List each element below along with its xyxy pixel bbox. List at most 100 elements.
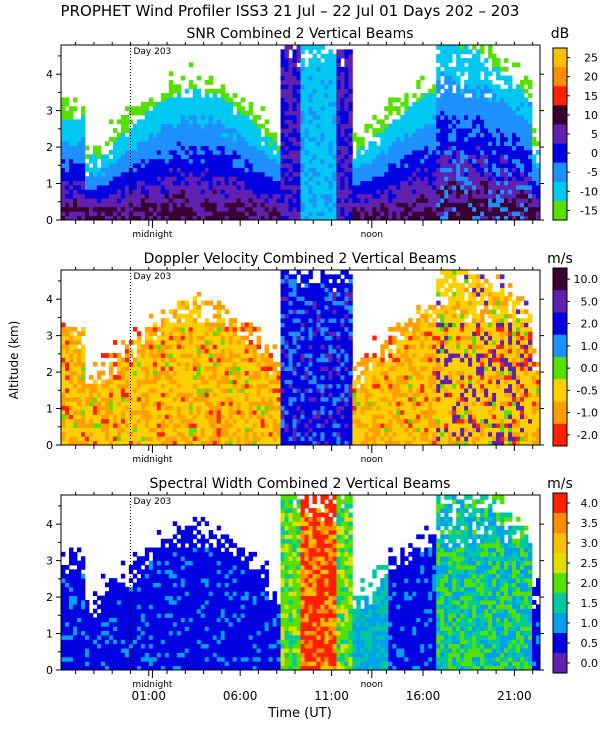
colorbar-swatch [553,513,567,534]
panel-3: Spectral Width Combined 2 Vertical Beams… [46,476,598,690]
colorbar-swatch [553,67,567,87]
day-marker-label: Day 203 [133,47,171,57]
colorbar-label: 2.0 [581,577,599,590]
colorbar-swatch [553,334,567,358]
colorbar-label: 2.5 [581,557,599,570]
midnight-label: midnight [132,230,173,240]
colorbar-label: 1.5 [581,597,599,610]
colorbar-label: -15 [580,204,598,217]
y-tick-label: 3 [46,330,53,343]
y-tick-label: 2 [46,366,53,379]
colorbar-swatch [553,86,567,106]
colorbar-swatch [553,653,567,674]
colorbar-swatch [553,633,567,654]
colorbar-label: 2.0 [581,318,599,331]
colorbar-swatch [553,379,567,402]
panel-1-unit: dB [551,26,570,42]
colorbar-label: 1.0 [581,617,599,630]
colorbar-swatch [553,105,567,125]
colorbar-label: 10 [584,109,598,122]
y-axis-label: Altitude (km) [7,321,21,400]
colorbar-label: 0.0 [581,362,599,375]
y-tick-label: 2 [46,141,53,154]
colorbar-swatch [553,613,567,634]
figure-title: PROPHET Wind Profiler ISS3 21 Jul – 22 J… [61,2,520,20]
noon-label: noon [361,230,383,240]
y-tick-label: 0 [46,439,53,452]
noon-label: noon [361,680,383,690]
panel-3-title: Spectral Width Combined 2 Vertical Beams [150,476,451,492]
panel-2: Doppler Velocity Combined 2 Vertical Bea… [46,251,598,465]
colorbar-label: 0.0 [581,657,599,670]
colorbar-swatch [553,573,567,594]
colorbar-label: 10.0 [574,273,599,286]
colorbar-swatch [553,423,567,447]
panel-3-heatmap [61,495,541,671]
y-tick-label: 1 [46,628,53,641]
panel-2-frame [60,269,541,446]
x-tick-label: 01:00 [131,689,166,703]
colorbar-label: -2.0 [577,429,598,442]
colorbar-label: 0.5 [581,637,599,650]
x-tick-label: 11:00 [314,689,349,703]
colorbar-label: 4.0 [581,497,599,510]
y-tick-label: 4 [46,293,53,306]
panel-1-frame [60,44,541,221]
colorbar-swatch [553,357,567,380]
colorbar-label: 15 [584,90,598,103]
panel-3-unit: m/s [547,476,573,492]
y-tick-label: 0 [46,664,53,677]
panel-3-frame [60,494,541,671]
x-tick-label: 16:00 [406,689,441,703]
y-tick-label: 1 [46,403,53,416]
colorbar-swatch [553,162,567,183]
y-tick-label: 4 [46,68,53,81]
colorbar-label: 5 [591,128,598,141]
colorbar-swatch [553,181,567,202]
colorbar-swatch [553,48,567,68]
colorbar-label: 20 [584,71,598,84]
y-tick-label: 2 [46,591,53,604]
colorbar-swatch [553,533,567,554]
y-tick-label: 3 [46,105,53,118]
midnight-label: midnight [132,680,173,690]
panel-1-title: SNR Combined 2 Vertical Beams [186,26,413,42]
panel-2-title: Doppler Velocity Combined 2 Vertical Bea… [144,251,457,267]
y-tick-label: 0 [46,214,53,227]
colorbar-swatch [553,401,567,425]
colorbar-frame [552,267,568,447]
panel-2-heatmap [61,270,541,446]
colorbar-label: 25 [584,52,598,65]
midnight-label: midnight [132,455,173,465]
x-tick-label: 06:00 [223,689,258,703]
colorbar-label: -5 [587,166,598,179]
colorbar-label: 3.0 [581,537,599,550]
colorbar-swatch [553,200,567,221]
colorbar-label: 0 [591,147,598,160]
colorbar-label: 3.5 [581,517,599,530]
colorbar-label: 1.0 [581,340,599,353]
noon-label: noon [361,455,383,465]
colorbar-swatch [553,493,567,514]
panel-1-heatmap [61,45,541,221]
colorbar-swatch [553,290,567,313]
colorbar-swatch [553,553,567,574]
colorbar-label: -1.0 [577,407,598,420]
x-axis-label: Time (UT) [267,706,332,721]
colorbar-label: -0.5 [577,384,598,397]
y-tick-label: 3 [46,555,53,568]
x-tick-label: 21:00 [497,689,532,703]
panel-2-unit: m/s [547,251,573,267]
colorbar-swatch [553,124,567,144]
colorbar-swatch [553,143,567,163]
y-tick-label: 4 [46,518,53,531]
day-marker-label: Day 203 [133,272,171,282]
panel-1: SNR Combined 2 Vertical Beams dB Day 203 0 1… [46,26,598,240]
day-marker-label: Day 203 [133,497,171,507]
colorbar-swatch [553,312,567,336]
colorbar-swatch [553,268,567,291]
colorbar-label: -10 [580,185,598,198]
colorbar-label: 5.0 [581,295,599,308]
colorbar-swatch [553,593,567,614]
